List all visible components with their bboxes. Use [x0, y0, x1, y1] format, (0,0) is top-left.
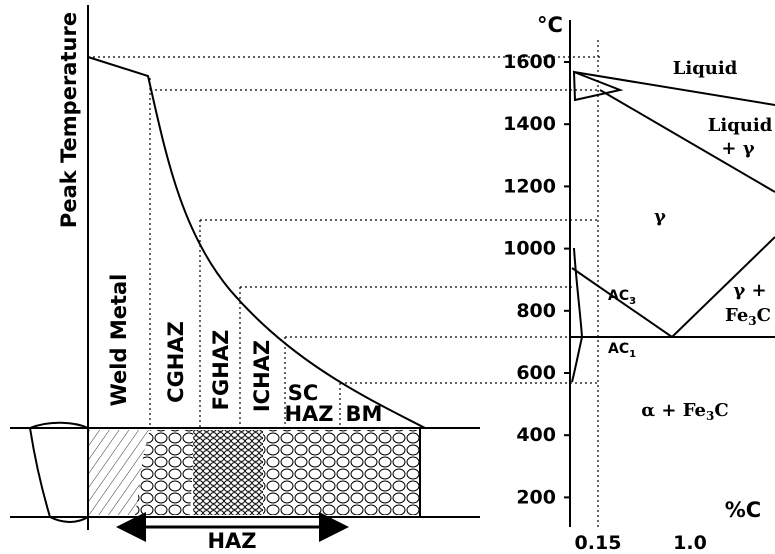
- zone-label: ICHAZ: [250, 340, 274, 412]
- region-label: Liquid: [708, 115, 773, 136]
- x-tick-label: 1.0: [673, 532, 707, 554]
- region-label: Fe3C: [725, 305, 771, 328]
- ac1-label: AC1: [608, 341, 636, 360]
- y-tick-label: 1000: [503, 238, 556, 260]
- y-tick-label: 200: [516, 486, 556, 508]
- weld-panel: Peak Temperature Weld Metal CGHAZ FGHAZ …: [10, 5, 600, 553]
- region-label: α + Fe3C: [641, 400, 728, 423]
- zone-label: FGHAZ: [209, 330, 233, 411]
- x-tick-label: 0.15: [575, 532, 622, 554]
- haz-label: HAZ: [207, 529, 256, 553]
- y-tick-label: 1200: [503, 175, 556, 197]
- microstructure: [10, 423, 480, 522]
- y-tick-label: 1600: [503, 51, 556, 73]
- region-label: Liquid: [673, 58, 738, 79]
- y-tick-label: 1400: [503, 113, 556, 135]
- y-ticks: 1600 1400 1200 1000 800 600 400 200: [503, 51, 570, 508]
- y-unit: °C: [537, 13, 563, 37]
- region-label: + γ: [721, 138, 754, 159]
- y-tick-label: 400: [516, 424, 556, 446]
- y-tick-label: 800: [516, 300, 556, 322]
- zone-label: Weld Metal: [107, 274, 131, 407]
- y-axis-label: Peak Temperature: [57, 12, 81, 228]
- x-unit: %C: [725, 498, 761, 522]
- ac3-label: AC3: [608, 288, 636, 307]
- zone-label: HAZ: [284, 402, 333, 426]
- zone-label: BM: [346, 402, 383, 426]
- y-tick-label: 600: [516, 362, 556, 384]
- diagram: Peak Temperature Weld Metal CGHAZ FGHAZ …: [0, 0, 775, 554]
- region-label: γ: [654, 206, 666, 227]
- zone-label: CGHAZ: [164, 321, 188, 403]
- region-label: γ +: [733, 280, 766, 301]
